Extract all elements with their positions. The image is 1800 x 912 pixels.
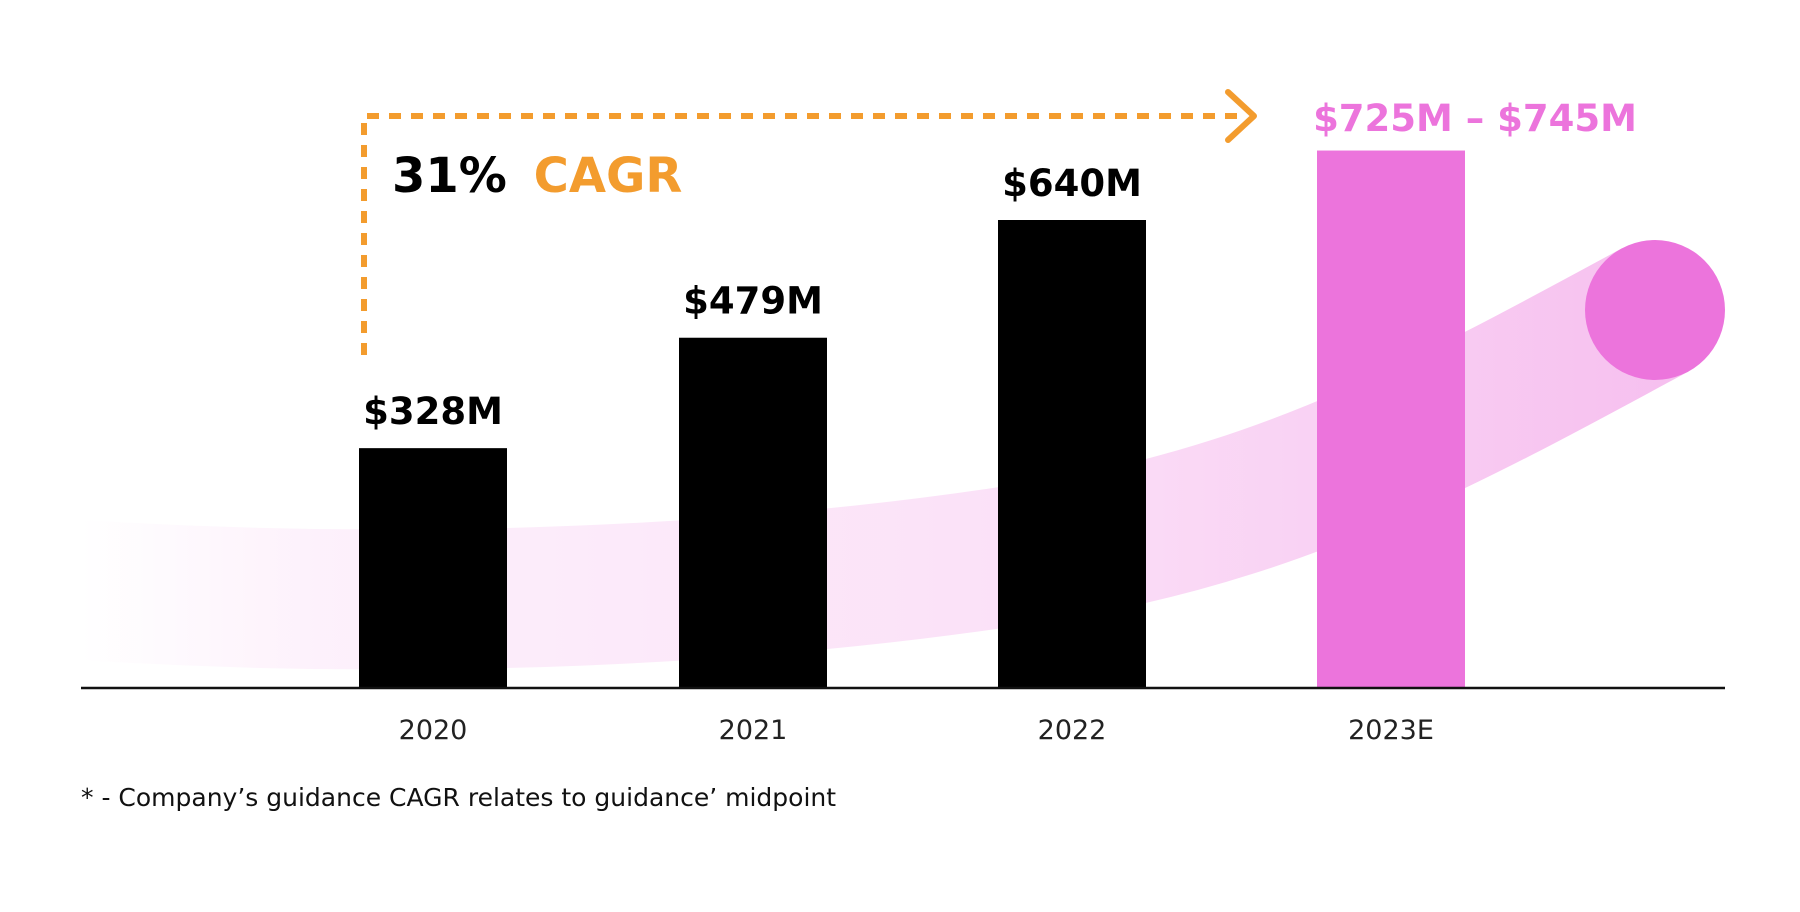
data-label-2023E: $725M – $745M [1313,97,1637,140]
bar-2021 [679,337,827,688]
x-tick-label-2023E: 2023E [1348,715,1434,746]
trend-swoosh-head [1585,240,1725,380]
bar-2020 [359,448,507,688]
data-label-2021: $479M [683,280,823,323]
cagr-label: CAGR [534,148,683,204]
data-label-2022: $640M [1002,162,1142,205]
data-label-2020: $328M [363,390,503,433]
x-tick-label-2022: 2022 [1038,715,1107,746]
cagr-arrowhead [1225,89,1257,143]
x-tick-label-2020: 2020 [399,715,468,746]
x-tick-label-2021: 2021 [719,715,788,746]
footnote: * - Company’s guidance CAGR relates to g… [81,783,837,812]
cagr-annotation: 31% CAGR [392,148,682,204]
cagr-value: 31% [392,148,507,204]
bar-2022 [998,220,1146,688]
bar-2023E [1317,150,1465,688]
